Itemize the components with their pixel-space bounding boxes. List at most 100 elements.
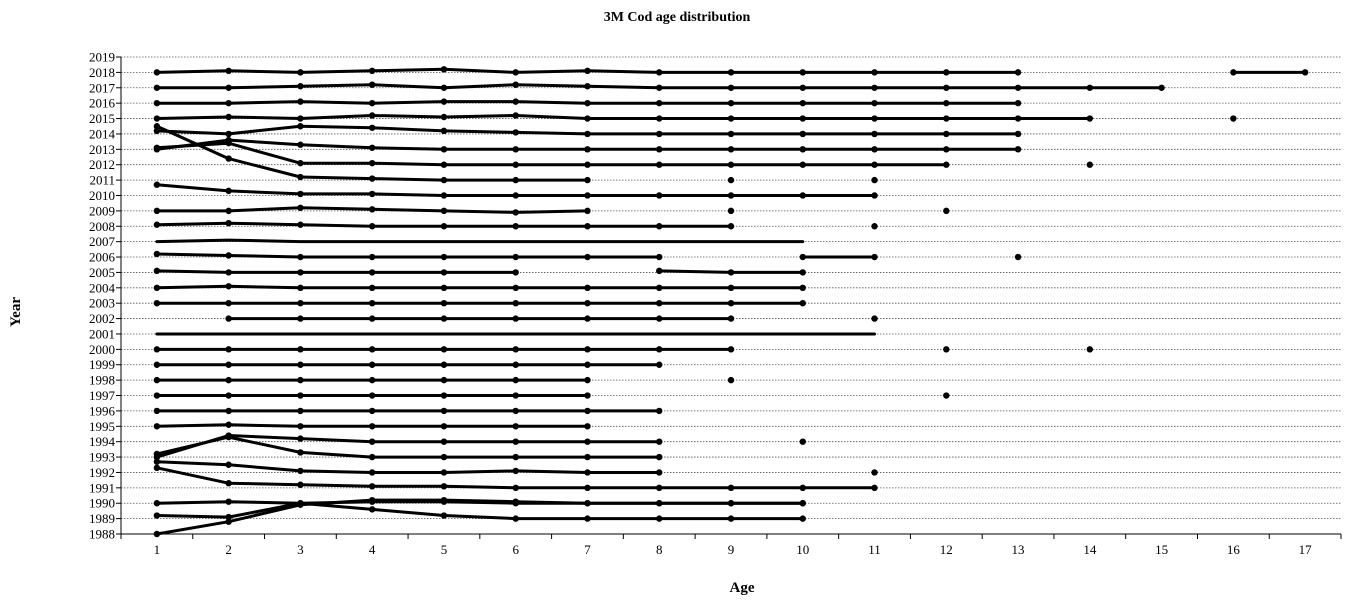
data-point-2018-age-16 [1230, 69, 1237, 76]
data-point-2012-age-6 [512, 161, 519, 168]
data-point-2015-age-13 [1014, 115, 1022, 122]
data-point-2012-age-11 [871, 161, 878, 168]
data-point-2011-age-5 [440, 176, 448, 184]
data-point-2002-age-2 [225, 315, 232, 322]
x-tick-label-15: 15 [1155, 542, 1168, 557]
y-tick-label-2010: 2010 [89, 188, 115, 203]
data-point-2014-age-3 [297, 123, 304, 130]
data-point-1991-age-9 [727, 484, 735, 492]
x-tick-label-6: 6 [512, 542, 519, 557]
data-point-2008-age-6 [512, 223, 519, 230]
data-point-1995-age-2 [225, 421, 232, 428]
data-point-1997-age-6 [512, 392, 519, 399]
data-point-2017-age-4 [368, 81, 376, 88]
data-point-2013-age-7 [584, 146, 591, 153]
data-point-2018-age-3 [297, 69, 304, 76]
data-point-2009-age-6 [512, 209, 519, 216]
cohort-line-2015-29 [155, 114, 1092, 120]
isolated-point-2009-age-9 [727, 207, 735, 215]
data-point-2017-age-13 [1014, 84, 1022, 91]
data-point-2017-age-3 [297, 83, 304, 90]
y-tick-label-2009: 2009 [89, 203, 115, 218]
data-point-1996-age-2 [225, 407, 232, 415]
data-point-1995-age-6 [512, 423, 519, 430]
isolated-point-2009-age-12 [943, 207, 950, 215]
data-point-2000-age-5 [440, 346, 448, 353]
data-point-1991-age-8 [656, 484, 663, 492]
y-tick-label-2001: 2001 [89, 326, 115, 341]
data-point-2015-age-3 [297, 115, 304, 122]
data-point-1988-age-1 [153, 530, 161, 538]
data-point-2015-age-8 [656, 115, 663, 122]
isolated-point-2000-age-12 [943, 346, 950, 353]
data-point-2006-age-6 [512, 253, 519, 261]
data-point-2008-age-4 [368, 223, 376, 230]
data-point-2000-age-4 [368, 346, 376, 353]
data-point-1997-age-5 [440, 392, 448, 399]
data-point-1992-age-3 [297, 467, 304, 475]
data-point-2008-age-3 [297, 221, 304, 228]
y-axis-title: Year [8, 297, 24, 327]
data-point-2004-age-4 [368, 284, 376, 292]
data-point-2006-age-4 [368, 253, 376, 261]
data-point-2003-age-8 [656, 299, 663, 307]
data-point-2010-age-7 [584, 192, 591, 199]
y-tick-label-2008: 2008 [89, 219, 115, 234]
y-tick-label-2002: 2002 [89, 311, 115, 326]
data-point-1992-age-8 [656, 469, 663, 476]
data-point-2011-age-3 [297, 173, 304, 181]
y-tick-label-1999: 1999 [89, 357, 115, 372]
data-point-1989-age-4 [368, 506, 376, 513]
y-tick-label-1991: 1991 [89, 480, 115, 495]
data-point-2002-age-4 [368, 315, 376, 322]
data-point-1993-age-3 [297, 449, 304, 456]
y-tick-label-1992: 1992 [89, 465, 115, 480]
data-point-2018-age-7 [584, 67, 591, 75]
y-tick-label-2005: 2005 [89, 265, 115, 280]
data-point-1993-age-4 [368, 453, 376, 461]
data-point-2009-age-1 [153, 207, 161, 215]
data-point-2015-age-5 [440, 113, 448, 121]
data-point-2002-age-7 [584, 315, 591, 322]
y-tick-label-1988: 1988 [89, 527, 115, 542]
data-point-1989-age-9 [727, 515, 735, 522]
data-point-2003-age-2 [225, 299, 232, 307]
data-point-2006-age-7 [584, 253, 591, 261]
data-point-2010-age-10 [799, 192, 806, 199]
data-point-2003-age-5 [440, 299, 448, 307]
cohort-line-1992-4 [155, 460, 661, 474]
data-point-2009-age-5 [440, 207, 448, 215]
data-point-2017-age-2 [225, 84, 232, 91]
data-point-2015-age-6 [512, 112, 519, 119]
data-point-1990-age-1 [153, 500, 161, 507]
data-point-1990-age-2 [225, 498, 232, 505]
data-point-2005-age-3 [297, 269, 304, 276]
data-point-2011-age-4 [368, 175, 376, 182]
data-markers [153, 66, 1309, 538]
isolated-point-1997-age-12 [943, 392, 950, 399]
data-point-2017-age-5 [440, 84, 448, 91]
data-point-1989-age-2 [225, 513, 232, 521]
data-point-2015-age-12 [943, 115, 950, 122]
x-tick-label-17: 17 [1299, 542, 1313, 557]
data-point-2015-age-10 [799, 115, 806, 122]
data-point-2005-age-5 [440, 269, 448, 276]
data-point-2017-age-11 [871, 84, 878, 91]
data-point-2016-age-2 [225, 99, 232, 107]
data-point-2009-age-7 [584, 207, 591, 215]
data-point-2013-age-2 [225, 136, 232, 144]
cohort-line-1989-1 [155, 501, 805, 521]
data-point-2005-age-1 [153, 267, 161, 275]
isolated-point-1992-age-11 [871, 469, 878, 476]
data-point-2000-age-3 [297, 346, 304, 353]
data-point-2008-age-8 [656, 223, 663, 230]
y-tick-label-1997: 1997 [89, 388, 116, 403]
data-point-1991-age-6 [512, 484, 519, 492]
y-tick-label-1993: 1993 [89, 450, 115, 465]
data-point-1996-age-5 [440, 407, 448, 415]
data-point-2004-age-10 [799, 284, 806, 292]
data-point-2017-age-12 [943, 84, 950, 91]
data-point-2016-age-1 [153, 99, 161, 107]
data-point-1990-age-6 [512, 500, 519, 507]
y-tick-label-2011: 2011 [89, 173, 115, 188]
